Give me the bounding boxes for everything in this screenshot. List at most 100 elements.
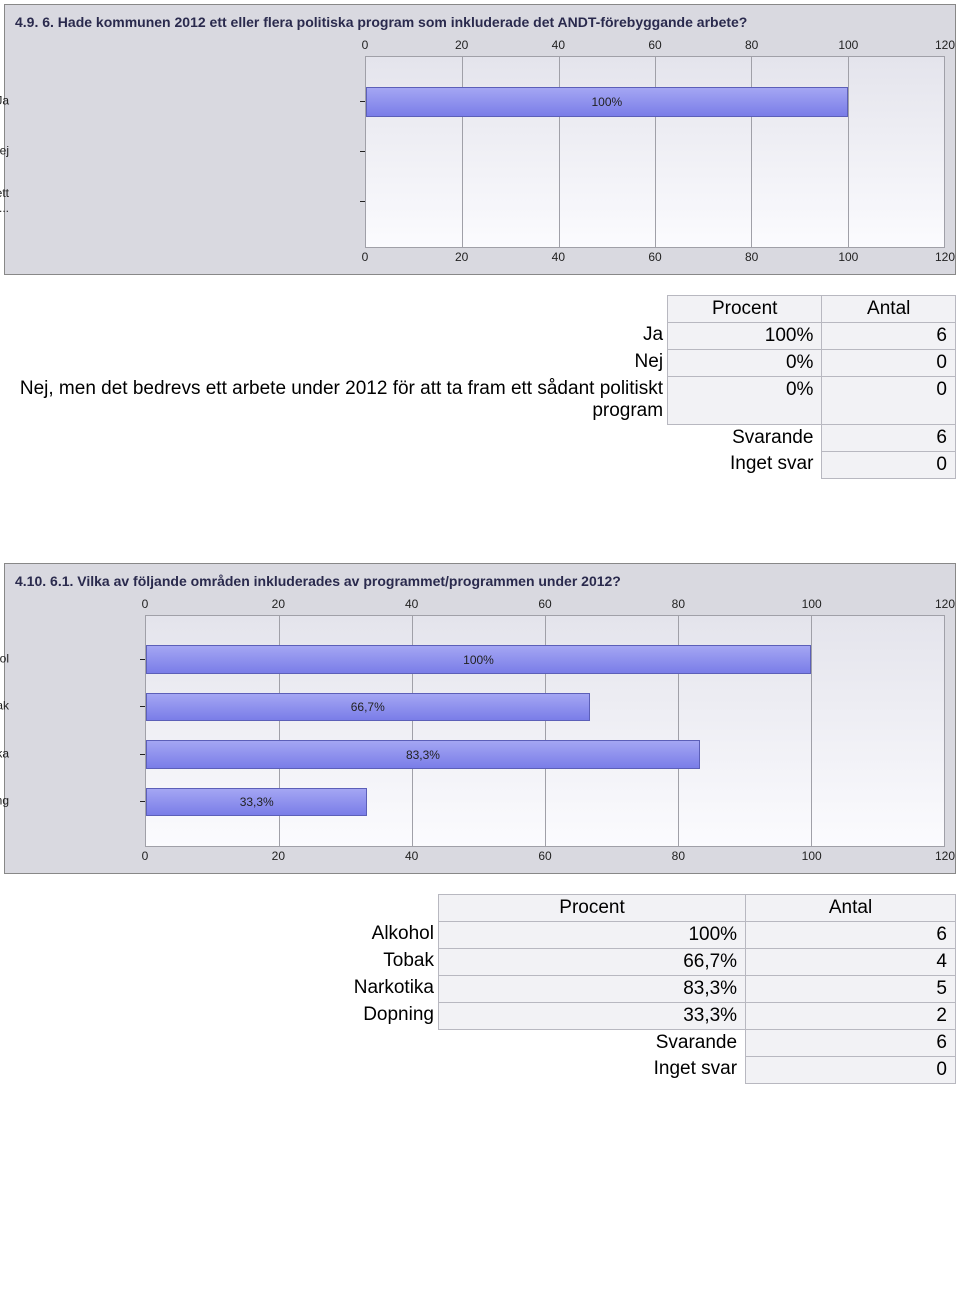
bar-value-label: 33,3% xyxy=(240,795,274,809)
table-footer-row: Svarande6 xyxy=(8,424,956,451)
xtick-label: 100 xyxy=(802,849,822,863)
table-row: Narkotika83,3%5 xyxy=(8,975,956,1002)
category-label: Narkotika xyxy=(0,746,15,761)
bar-row: 33,3% xyxy=(146,788,944,817)
xtick-label: 120 xyxy=(935,597,955,611)
table-column-header: Antal xyxy=(822,295,956,322)
xtick-label: 80 xyxy=(745,250,758,264)
row-antal: 0 xyxy=(822,376,956,424)
table-blank-header xyxy=(8,295,668,322)
chart2-plot-area: 100% 66,7% 83,3% 33,3% xyxy=(145,615,945,847)
row-antal: 5 xyxy=(746,975,956,1002)
table-column-header: Procent xyxy=(438,894,745,921)
xtick-label: 0 xyxy=(142,849,149,863)
xtick-label: 40 xyxy=(405,849,418,863)
chart1-top-axis: 020406080100120 xyxy=(365,38,945,56)
chart2-wrap: AlkoholTobakNarkotikaDopning 0 20 40 60 80 10… xyxy=(15,597,945,867)
footer-label: Inget svar xyxy=(438,1056,745,1083)
row-procent: 100% xyxy=(438,921,745,948)
xtick-label: 100 xyxy=(802,597,822,611)
xtick-label: 0 xyxy=(362,38,369,52)
chart1-plot-area: 100% xyxy=(365,56,945,248)
category-label: Dopning xyxy=(0,794,15,809)
footer-blank xyxy=(8,1056,438,1083)
category-label: Alkohol xyxy=(0,651,15,666)
row-label: Nej xyxy=(8,349,668,376)
xtick-label: 20 xyxy=(272,849,285,863)
xtick-label: 80 xyxy=(672,849,685,863)
table-column-header: Antal xyxy=(746,894,956,921)
xtick-label: 20 xyxy=(455,38,468,52)
chart2-bottom-axis: 020406080100120 xyxy=(145,849,945,867)
table-row: Tobak66,7%4 xyxy=(8,948,956,975)
category-label: Nej xyxy=(0,143,15,158)
table-row: Nej0%0 xyxy=(8,349,956,376)
footer-label: Svarande xyxy=(438,1029,745,1056)
row-procent: 100% xyxy=(668,322,822,349)
chart1-ylabels: JaNejNej, men det bedrevs ett arbete und… xyxy=(15,38,365,268)
xtick-label: 40 xyxy=(405,597,418,611)
bar-row: 66,7% xyxy=(146,693,944,722)
chart2-top-axis: 020406080100120 xyxy=(145,597,945,615)
xtick-label: 100 xyxy=(838,38,858,52)
table-row: Nej, men det bedrevs ett arbete under 20… xyxy=(8,376,956,424)
xtick-label: 120 xyxy=(935,849,955,863)
table1: ProcentAntalJa100%6Nej0%0Nej, men det be… xyxy=(8,295,956,479)
bar-row: 100% xyxy=(366,87,944,117)
table2: ProcentAntal Alkohol100%6Tobak66,7%4Narko… xyxy=(8,894,956,1084)
xtick-label: 20 xyxy=(455,250,468,264)
bar-value-label: 100% xyxy=(591,95,622,109)
gridline xyxy=(944,616,945,846)
xtick-label: 80 xyxy=(745,38,758,52)
row-antal: 4 xyxy=(746,948,956,975)
xtick-label: 80 xyxy=(672,597,685,611)
xtick-label: 20 xyxy=(272,597,285,611)
row-procent: 0% xyxy=(668,349,822,376)
row-label: Nej, men det bedrevs ett arbete under 20… xyxy=(8,376,668,424)
bar-row: 100% xyxy=(146,645,944,674)
row-label: Alkohol xyxy=(8,921,438,948)
row-label: Ja xyxy=(8,322,668,349)
table-column-header: Procent xyxy=(668,295,822,322)
xtick-label: 120 xyxy=(935,38,955,52)
xtick-label: 120 xyxy=(935,250,955,264)
row-antal: 6 xyxy=(822,322,956,349)
footer-antal: 0 xyxy=(746,1056,956,1083)
chart2-panel: 4.10. 6.1. Vilka av följande områden ink… xyxy=(4,563,956,874)
footer-label: Svarande xyxy=(668,424,822,451)
chart2-ylabels: AlkoholTobakNarkotikaDopning xyxy=(15,597,145,867)
table-footer-row: Inget svar0 xyxy=(8,1056,956,1083)
footer-blank xyxy=(8,424,668,451)
bar-row: 83,3% xyxy=(146,740,944,769)
xtick-label: 60 xyxy=(538,597,551,611)
table-row: Dopning33,3%2 xyxy=(8,1002,956,1029)
row-procent: 83,3% xyxy=(438,975,745,1002)
row-antal: 6 xyxy=(746,921,956,948)
footer-blank xyxy=(8,451,668,478)
row-label: Narkotika xyxy=(8,975,438,1002)
table-blank-header xyxy=(8,894,438,921)
xtick-label: 40 xyxy=(552,250,565,264)
bar-row xyxy=(366,137,944,167)
chart1-plotcol: 020406080100120 100% 020406080100120 xyxy=(365,38,945,268)
row-antal: 2 xyxy=(746,1002,956,1029)
chart1-bottom-axis: 020406080100120 xyxy=(365,250,945,268)
row-antal: 0 xyxy=(822,349,956,376)
xtick-label: 60 xyxy=(648,38,661,52)
table-footer-row: Inget svar0 xyxy=(8,451,956,478)
footer-antal: 6 xyxy=(822,424,956,451)
row-procent: 0% xyxy=(668,376,822,424)
xtick-label: 60 xyxy=(538,849,551,863)
category-label: Ja xyxy=(0,93,15,108)
table-row: Ja100%6 xyxy=(8,322,956,349)
bar-value-label: 66,7% xyxy=(351,700,385,714)
category-label: Nej, men det bedrevs ett arbete under 20… xyxy=(0,186,15,216)
row-procent: 33,3% xyxy=(438,1002,745,1029)
row-procent: 66,7% xyxy=(438,948,745,975)
gridline xyxy=(944,57,945,247)
footer-blank xyxy=(8,1029,438,1056)
chart2-title: 4.10. 6.1. Vilka av följande områden ink… xyxy=(15,572,945,591)
xtick-label: 100 xyxy=(838,250,858,264)
footer-label: Inget svar xyxy=(668,451,822,478)
chart1-panel: 4.9. 6. Hade kommunen 2012 ett eller fle… xyxy=(4,4,956,275)
